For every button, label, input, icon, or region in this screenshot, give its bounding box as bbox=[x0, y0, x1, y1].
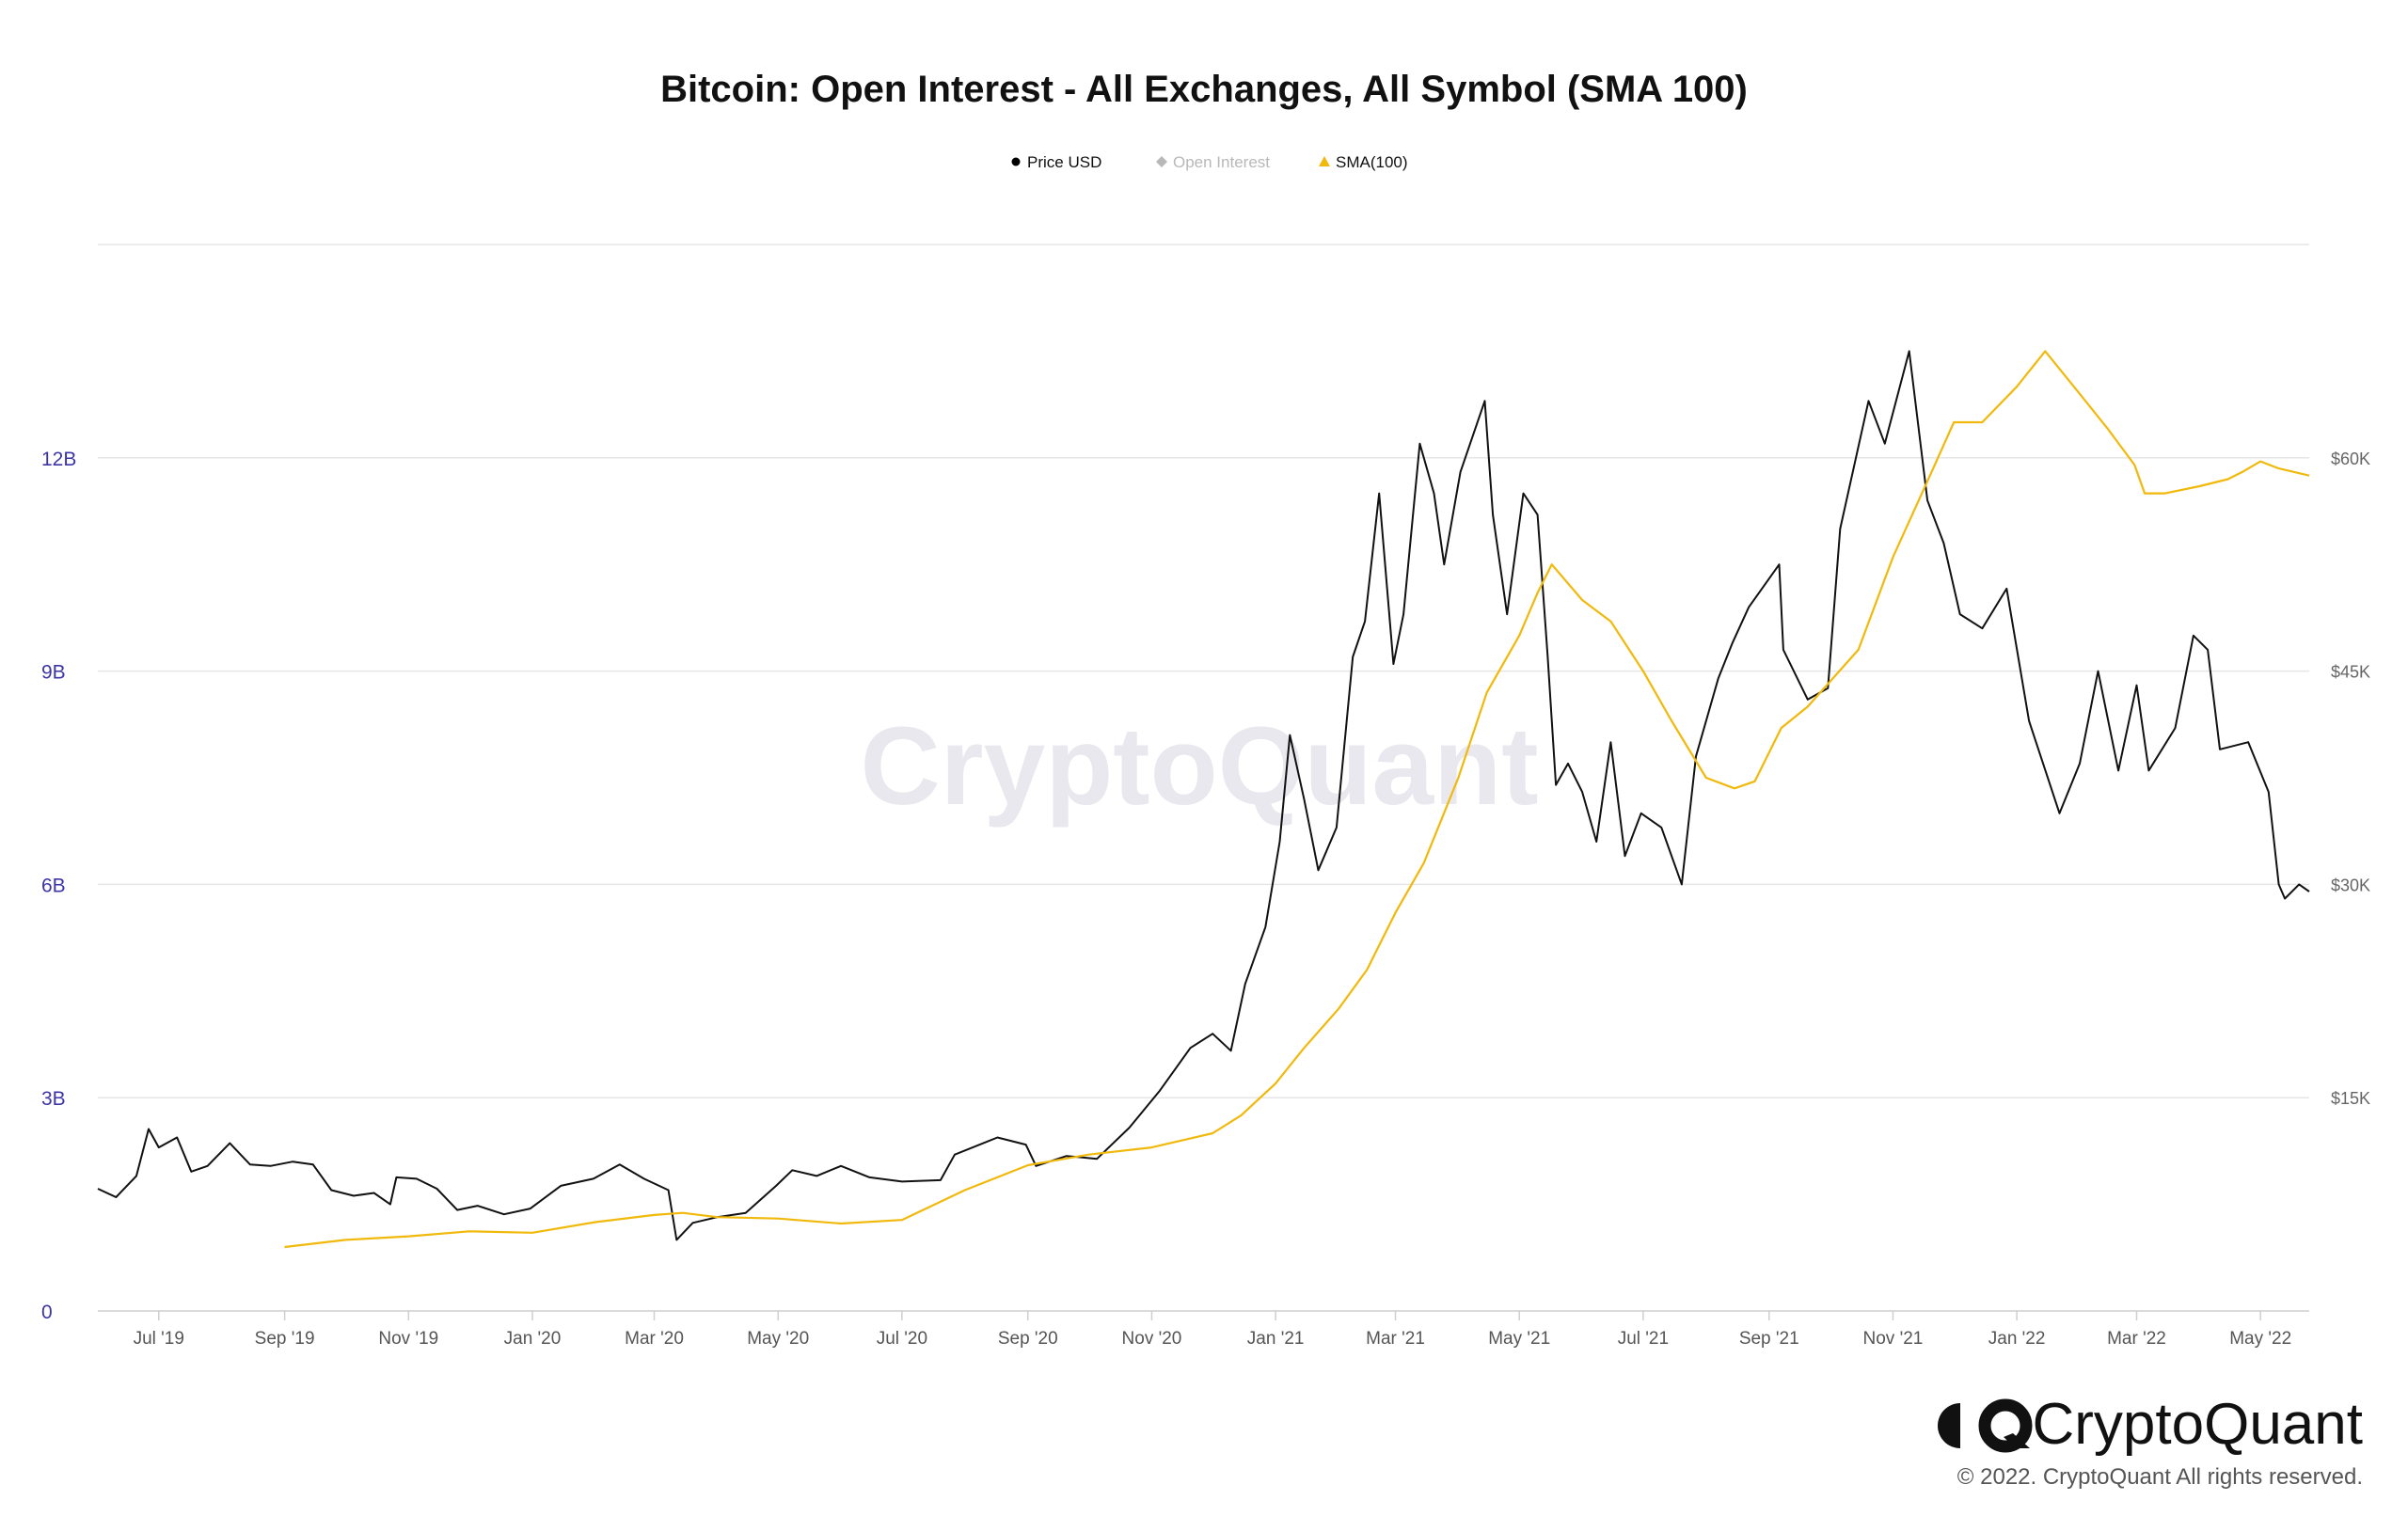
left-axis-tick-label: 12B bbox=[41, 449, 76, 470]
x-axis-tick-label: Nov '20 bbox=[1122, 1329, 1182, 1349]
legend-label: SMA(100) bbox=[1336, 153, 1408, 171]
series-line-sma-100 bbox=[284, 350, 2310, 1249]
copyright-text: © 2022. CryptoQuant All rights reserved. bbox=[1957, 1464, 2363, 1490]
x-axis-tick-label: Mar '22 bbox=[2107, 1329, 2166, 1349]
legend-item[interactable]: Price USD bbox=[1011, 153, 1102, 171]
right-axis-ticks: $15K $30K $45K $60K bbox=[2331, 450, 2370, 1108]
x-axis-tick-label: Jan '22 bbox=[1988, 1329, 2046, 1349]
legend-label: Price USD bbox=[1027, 153, 1101, 171]
brand-logo: CryptoQuant bbox=[1938, 1392, 2363, 1457]
x-axis-tick-label: Mar '20 bbox=[625, 1329, 684, 1349]
cryptoquant-logo-icon bbox=[1938, 1398, 2033, 1453]
left-axis-ticks: 0 3B 6B 9B 12B bbox=[41, 449, 76, 1323]
left-axis-tick-label: 0 bbox=[41, 1302, 53, 1323]
legend-item[interactable]: SMA(100) bbox=[1319, 153, 1408, 171]
brand-logo-text: CryptoQuant bbox=[2032, 1392, 2363, 1457]
legend-item[interactable]: Open Interest bbox=[1156, 153, 1270, 171]
series-line-price-usd bbox=[97, 350, 2310, 1241]
series-layer bbox=[97, 350, 2310, 1249]
x-axis-tick-label: Sep '21 bbox=[1739, 1329, 1799, 1349]
watermark: CryptoQuant bbox=[860, 704, 1538, 829]
left-axis-tick-label: 9B bbox=[41, 662, 66, 684]
x-axis-tick-label: Sep '20 bbox=[998, 1329, 1058, 1349]
x-axis-ticks: Jul '19 Sep '19 Nov '19 Jan '20 Mar '20 May '… bbox=[134, 1311, 2291, 1349]
right-axis-tick-label: $30K bbox=[2331, 876, 2370, 894]
x-axis-tick-label: May '20 bbox=[747, 1329, 809, 1349]
right-axis-tick-label: $60K bbox=[2331, 450, 2370, 468]
legend-circle-icon bbox=[1011, 157, 1021, 166]
x-axis-tick-label: Mar '21 bbox=[1366, 1329, 1425, 1349]
x-axis-tick-label: Nov '21 bbox=[1863, 1329, 1924, 1349]
grid-lines bbox=[98, 244, 2309, 1312]
left-axis-tick-label: 6B bbox=[41, 875, 66, 896]
x-axis-tick-label: Jan '20 bbox=[504, 1329, 562, 1349]
x-axis-tick-label: Jul '19 bbox=[134, 1329, 184, 1349]
x-axis-tick-label: Jul '21 bbox=[1618, 1329, 1669, 1349]
legend-diamond-icon bbox=[1156, 156, 1167, 167]
legend-triangle-icon bbox=[1319, 156, 1330, 166]
x-axis-tick-label: May '22 bbox=[2229, 1329, 2291, 1349]
legend-label: Open Interest bbox=[1173, 153, 1270, 171]
chart-title: Bitcoin: Open Interest - All Exchanges, … bbox=[660, 69, 1748, 110]
legend: Price USD Open Interest SMA(100) bbox=[1011, 153, 1408, 171]
x-axis-tick-label: Nov '19 bbox=[378, 1329, 438, 1349]
left-axis-tick-label: 3B bbox=[41, 1088, 66, 1110]
x-axis-tick-label: Jan '21 bbox=[1247, 1329, 1305, 1349]
x-axis-tick-label: May '21 bbox=[1488, 1329, 1550, 1349]
right-axis-tick-label: $15K bbox=[2331, 1089, 2370, 1108]
x-axis-tick-label: Sep '19 bbox=[255, 1329, 315, 1349]
x-axis-tick-label: Jul '20 bbox=[877, 1329, 927, 1349]
right-axis-tick-label: $45K bbox=[2331, 663, 2370, 682]
